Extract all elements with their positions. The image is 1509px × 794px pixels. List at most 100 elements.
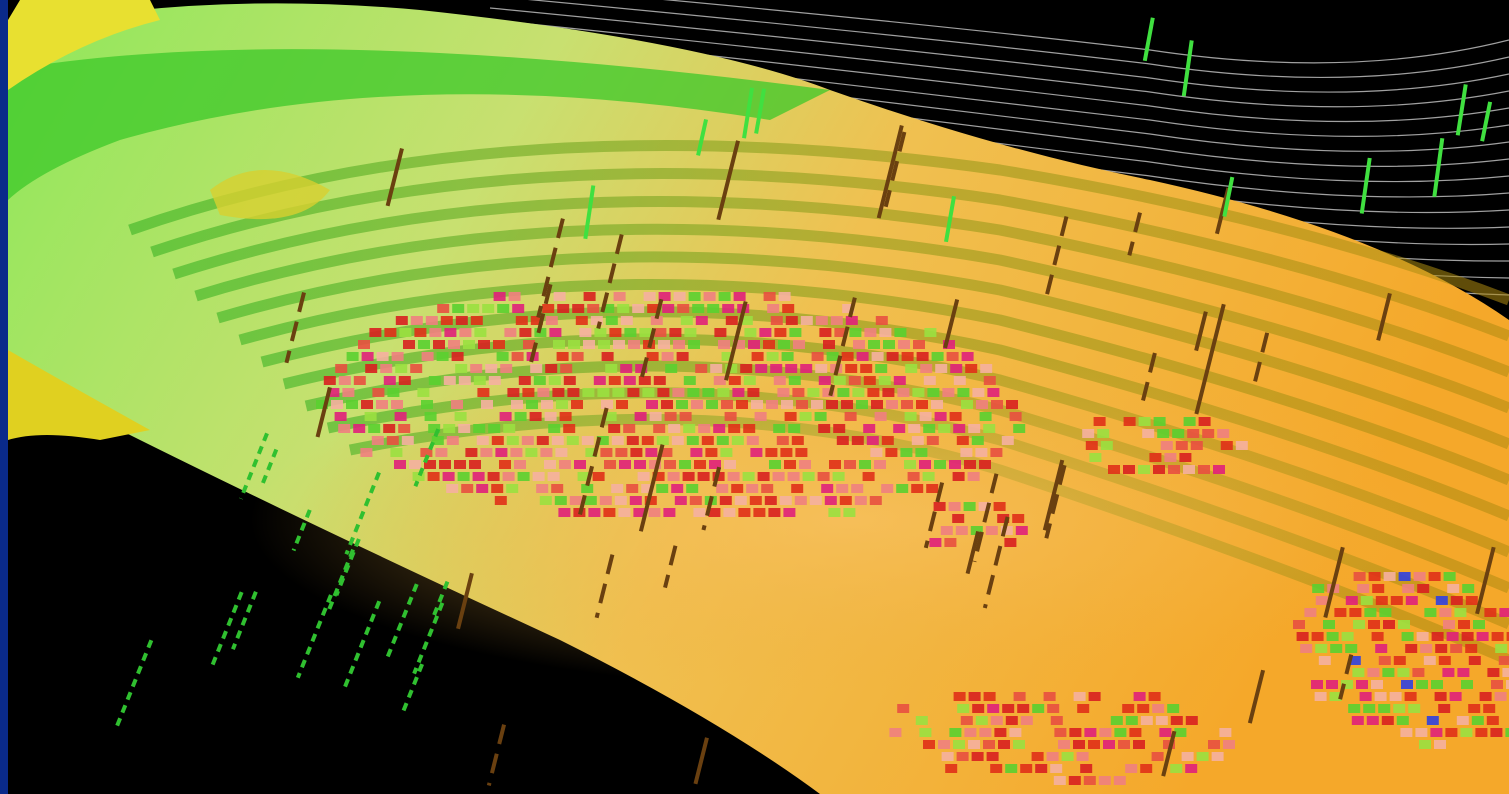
contour-line xyxy=(509,21,1509,108)
block xyxy=(515,316,528,325)
block xyxy=(1348,656,1361,665)
block xyxy=(1103,740,1115,749)
block xyxy=(1198,417,1211,426)
block xyxy=(1015,526,1028,535)
block xyxy=(911,436,924,445)
contour-line xyxy=(662,0,1509,64)
block xyxy=(1382,668,1395,677)
block xyxy=(566,436,579,445)
block xyxy=(541,400,553,409)
block xyxy=(1460,728,1473,737)
block xyxy=(584,496,597,505)
block xyxy=(391,400,403,409)
block xyxy=(660,448,673,457)
block xyxy=(949,460,961,469)
block xyxy=(1093,417,1106,426)
block xyxy=(1473,620,1485,629)
block xyxy=(559,460,571,469)
block xyxy=(599,496,612,505)
block xyxy=(1329,692,1342,701)
block xyxy=(1366,716,1379,725)
block xyxy=(474,328,487,337)
block xyxy=(686,484,699,493)
block xyxy=(601,400,613,409)
block xyxy=(948,502,961,511)
block xyxy=(1137,704,1150,713)
block xyxy=(1465,644,1478,653)
block xyxy=(824,496,837,505)
block xyxy=(765,448,778,457)
block xyxy=(646,352,659,361)
block xyxy=(657,388,670,397)
block xyxy=(361,400,373,409)
block xyxy=(560,364,573,373)
block xyxy=(583,292,596,301)
block xyxy=(473,424,486,433)
block xyxy=(782,304,795,313)
block xyxy=(759,328,772,337)
drill-hole-green xyxy=(1359,157,1372,214)
block xyxy=(390,448,403,457)
block xyxy=(1435,596,1448,605)
block xyxy=(632,304,645,313)
block xyxy=(1450,644,1463,653)
block xyxy=(721,352,734,361)
block xyxy=(938,740,950,749)
block xyxy=(1118,740,1130,749)
block xyxy=(551,484,564,493)
block xyxy=(1213,465,1225,474)
block xyxy=(766,400,778,409)
block xyxy=(602,304,615,313)
block xyxy=(571,400,583,409)
block xyxy=(1314,692,1327,701)
block xyxy=(1293,620,1305,629)
block xyxy=(1312,584,1325,593)
block xyxy=(919,412,932,421)
block xyxy=(1447,584,1460,593)
block xyxy=(931,352,944,361)
block xyxy=(753,508,766,517)
block xyxy=(619,460,631,469)
block xyxy=(826,400,838,409)
block xyxy=(571,352,584,361)
block xyxy=(938,424,951,433)
block xyxy=(673,292,686,301)
block xyxy=(1486,716,1499,725)
drill-hole xyxy=(923,482,945,549)
drill-hole xyxy=(663,545,678,589)
drill-hole-green xyxy=(259,448,279,488)
block xyxy=(1381,716,1394,725)
block xyxy=(718,292,731,301)
block xyxy=(736,400,748,409)
block xyxy=(451,400,463,409)
block xyxy=(1054,728,1067,737)
block xyxy=(761,484,774,493)
block xyxy=(563,376,576,385)
block xyxy=(353,424,366,433)
block xyxy=(398,376,411,385)
block xyxy=(557,304,570,313)
block xyxy=(898,340,910,349)
block xyxy=(555,448,568,457)
block xyxy=(512,304,525,313)
block xyxy=(886,352,899,361)
block xyxy=(815,316,828,325)
block xyxy=(1170,764,1183,773)
block xyxy=(394,412,407,421)
drill-hole xyxy=(536,218,565,319)
block xyxy=(503,424,516,433)
block xyxy=(896,484,909,493)
block xyxy=(972,704,985,713)
block xyxy=(511,400,523,409)
block xyxy=(919,460,931,469)
drill-hole-green xyxy=(400,663,424,714)
block xyxy=(665,364,678,373)
block xyxy=(1326,680,1338,689)
block xyxy=(692,304,705,313)
block xyxy=(1431,680,1443,689)
block xyxy=(669,328,682,337)
block xyxy=(1080,764,1093,773)
block xyxy=(1457,668,1470,677)
block xyxy=(649,460,661,469)
